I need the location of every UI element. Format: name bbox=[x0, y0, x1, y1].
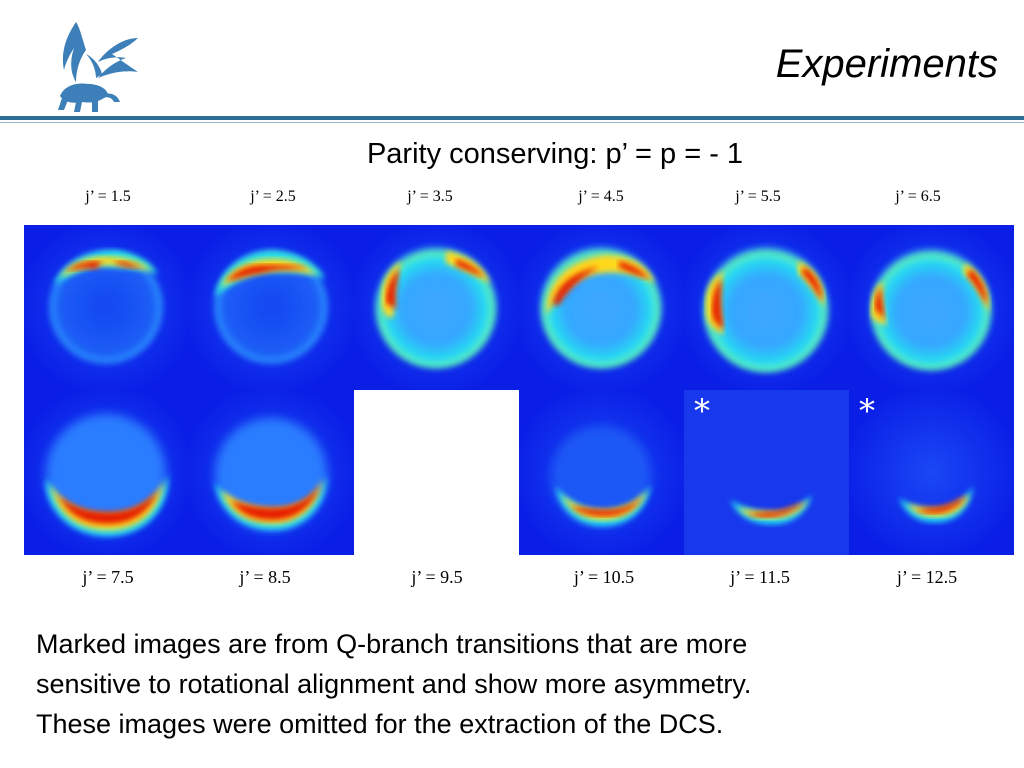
top-label-3: j’ = 3.5 bbox=[407, 188, 453, 205]
image-j6-5 bbox=[849, 225, 1014, 390]
image-j12-5-marked: * bbox=[849, 390, 1014, 555]
bottom-label-3: j’ = 9.5 bbox=[411, 567, 463, 587]
image-j5-5 bbox=[684, 225, 849, 390]
marker-asterisk: * bbox=[694, 392, 710, 430]
top-label-1: j’ = 1.5 bbox=[85, 188, 131, 205]
explanation-line-3: These images were omitted for the extrac… bbox=[36, 709, 724, 739]
top-label-6: j’ = 6.5 bbox=[895, 188, 941, 205]
bottom-label-4: j’ = 10.5 bbox=[573, 567, 635, 587]
bottom-label-6: j’ = 12.5 bbox=[896, 567, 958, 587]
image-j7-5 bbox=[24, 390, 189, 555]
slide-title: Experiments bbox=[775, 42, 998, 86]
bottom-label-1: j’ = 7.5 bbox=[82, 567, 134, 587]
image-j1-5 bbox=[24, 225, 189, 390]
explanation-line-1: Marked images are from Q-branch transiti… bbox=[36, 629, 748, 659]
university-logo bbox=[46, 14, 144, 114]
top-label-5: j’ = 5.5 bbox=[735, 188, 781, 205]
top-label-4: j’ = 4.5 bbox=[578, 188, 624, 205]
title-rule-thin bbox=[0, 122, 1024, 123]
image-j4-5 bbox=[519, 225, 684, 390]
marker-asterisk: * bbox=[859, 392, 875, 430]
bottom-label-5: j’ = 11.5 bbox=[730, 567, 790, 587]
bottom-label-2: j’ = 8.5 bbox=[239, 567, 291, 587]
image-j11-5-marked: * bbox=[684, 390, 849, 555]
image-j10-5 bbox=[519, 390, 684, 555]
velocity-map-grid: * * bbox=[24, 225, 1014, 555]
slide-subtitle: Parity conserving: p’ = p = - 1 bbox=[366, 138, 744, 170]
top-label-2: j’ = 2.5 bbox=[250, 188, 296, 205]
explanation-text: Marked images are from Q-branch transiti… bbox=[36, 624, 996, 744]
image-j2-5 bbox=[189, 225, 354, 390]
title-rule bbox=[0, 116, 1024, 120]
image-j3-5 bbox=[354, 225, 519, 390]
image-j8-5 bbox=[189, 390, 354, 555]
explanation-line-2: sensitive to rotational alignment and sh… bbox=[36, 669, 752, 699]
image-j9-5-empty bbox=[354, 390, 519, 555]
